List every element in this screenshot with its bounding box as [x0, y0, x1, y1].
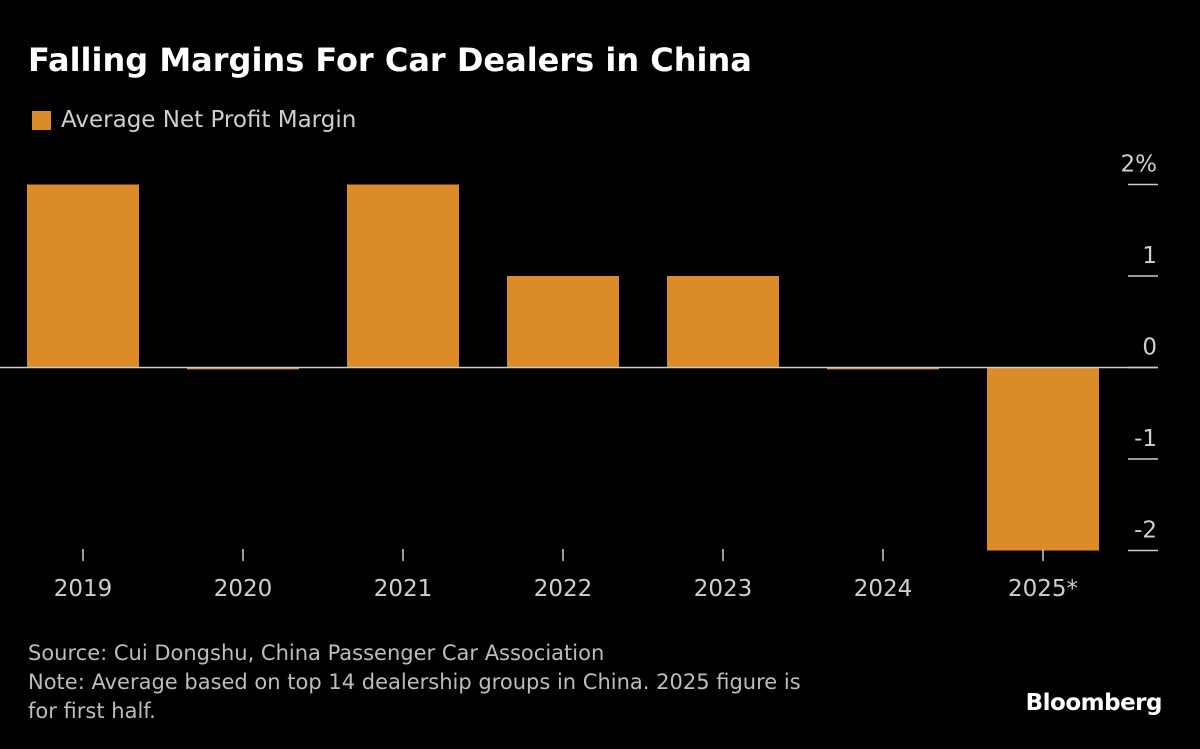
bar-2023 [667, 276, 779, 368]
bar-2021 [347, 184, 459, 368]
x-tick-label: 2020 [214, 576, 273, 602]
x-tick-label: 2019 [54, 576, 113, 602]
y-tick-label: -2 [1134, 518, 1157, 544]
note-line-1: Note: Average based on top 14 dealership… [28, 670, 801, 694]
legend-label: Average Net Profit Margin [61, 107, 357, 133]
footer: Source: Cui Dongshu, China Passenger Car… [28, 639, 801, 726]
bloomberg-logo: Bloomberg [1025, 690, 1163, 716]
bar-2024 [827, 367, 939, 370]
legend: Average Net Profit Margin [32, 104, 356, 136]
x-tick-label: 2022 [534, 576, 593, 602]
bar-2022 [507, 276, 619, 368]
x-tick-label: 2024 [854, 576, 913, 602]
bar-2025 [987, 367, 1099, 551]
x-tick-label: 2023 [694, 576, 753, 602]
bar-2020 [187, 367, 299, 370]
y-tick-label: 0 [1142, 335, 1157, 361]
bar-2019 [27, 184, 139, 368]
legend-swatch [32, 110, 51, 130]
y-tick-label: 1 [1142, 243, 1157, 269]
note-line-2: for first half. [28, 699, 156, 723]
y-tick-label: 2% [1121, 152, 1158, 178]
source-note: Source: Cui Dongshu, China Passenger Car… [28, 641, 605, 665]
y-tick-label: -1 [1134, 426, 1157, 452]
chart-title: Falling Margins For Car Dealers in China [28, 41, 752, 79]
x-tick-label: 2021 [374, 576, 433, 602]
x-tick-label: 2025* [1008, 576, 1078, 602]
